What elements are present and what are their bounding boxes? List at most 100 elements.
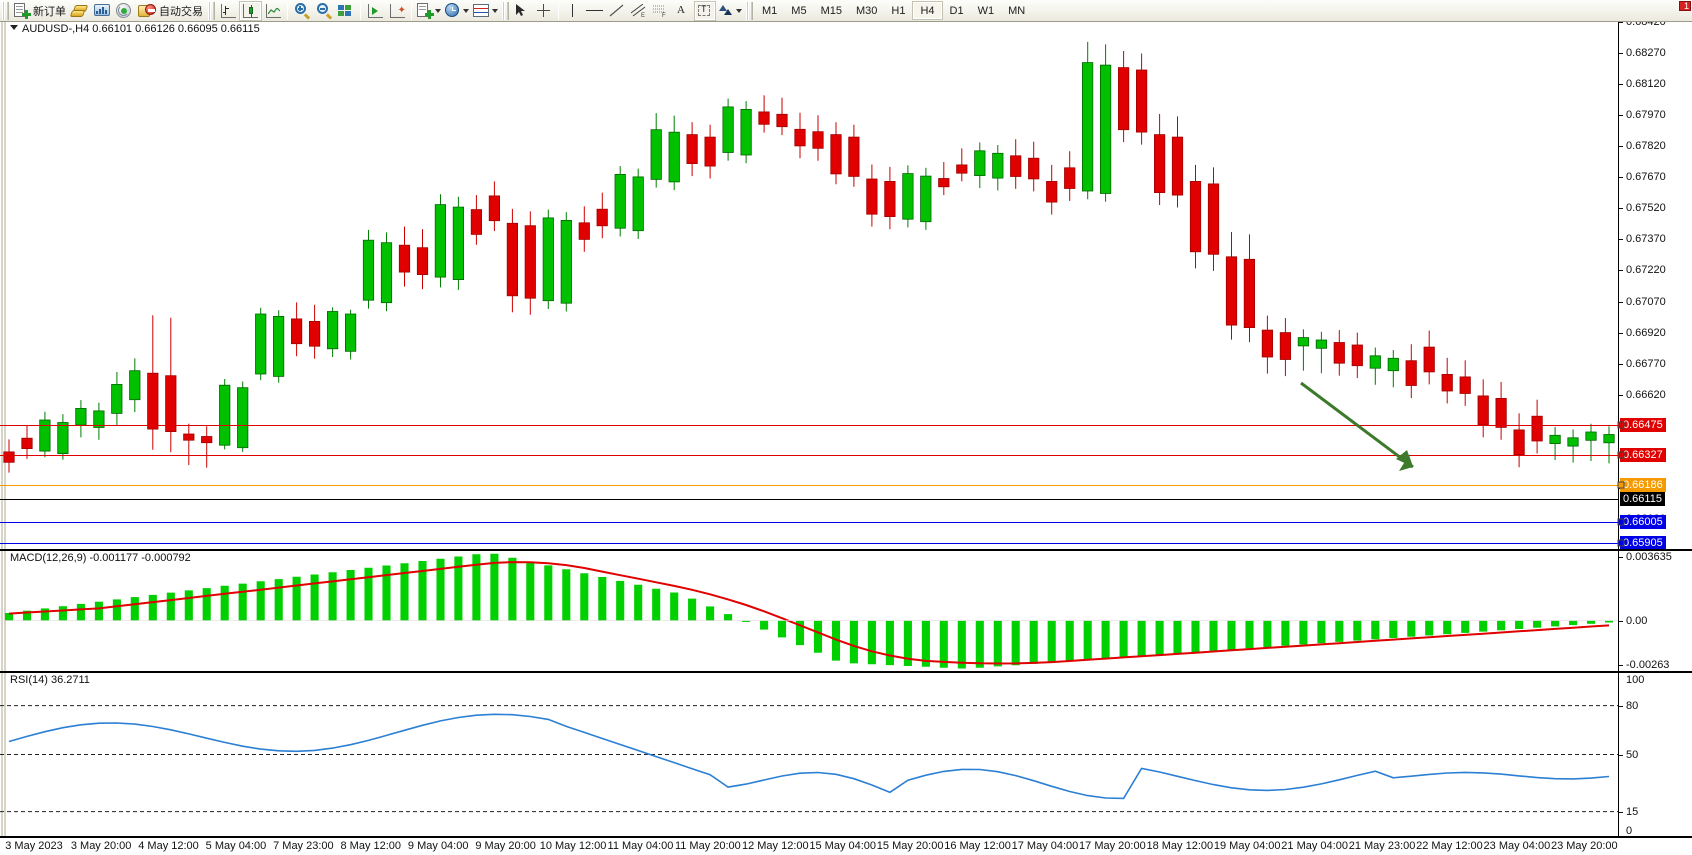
line-chart-button[interactable] xyxy=(262,1,284,21)
chart-menu-triangle-icon[interactable] xyxy=(10,25,18,30)
time-axis-label: 21 May 04:00 xyxy=(1281,840,1348,852)
indicator-add-button[interactable] xyxy=(415,1,443,21)
rsi-scale[interactable]: 100 80 50 15 0 xyxy=(1618,673,1692,836)
price-tag-support[interactable]: 0.66005 xyxy=(1620,515,1666,530)
rsi-label[interactable]: RSI(14) 36.2711 xyxy=(10,674,92,686)
time-axis-label: 17 May 04:00 xyxy=(1011,840,1079,852)
macd-tick xyxy=(1619,665,1623,666)
timeframe-d1-button[interactable]: D1 xyxy=(949,4,964,17)
timeframe-h4-button[interactable]: H4 xyxy=(912,1,943,20)
chart-symbol-label[interactable]: AUDUSD-,H4 0.66101 0.66126 0.66095 0.661… xyxy=(10,23,262,35)
zoom-out-button[interactable] xyxy=(313,1,335,21)
price-level-line-pivot[interactable] xyxy=(0,484,1618,486)
vertical-line-button[interactable] xyxy=(562,1,584,21)
grid-button[interactable] xyxy=(335,1,357,21)
zoom-out-icon xyxy=(316,3,332,20)
timeframe-m5-button[interactable]: M5 xyxy=(791,4,807,17)
timeframe-m15-button[interactable]: M15 xyxy=(820,4,842,17)
macd-pane[interactable]: MACD(12,26,9) -0.001177 -0.000792 0.0036… xyxy=(0,550,1692,672)
rsi-pane[interactable]: RSI(14) 36.2711 100 80 50 15 0 xyxy=(0,672,1692,837)
alert-badge[interactable] xyxy=(1679,1,1691,11)
time-axis[interactable]: 3 May 2023 3 May 20:00 4 May 12:00 5 May 04… xyxy=(0,837,1692,855)
chevron-down-icon-4[interactable] xyxy=(736,8,742,13)
bar-chart-button[interactable] xyxy=(217,1,239,21)
new-order-button[interactable]: 新订单 xyxy=(11,1,69,21)
autoscroll-button[interactable] xyxy=(364,1,386,21)
price-level-handle[interactable] xyxy=(1617,539,1625,547)
candlestick-chart-button[interactable] xyxy=(239,0,262,21)
template-button[interactable] xyxy=(471,1,500,21)
text-label-icon: T xyxy=(698,4,712,18)
time-axis-label: 8 May 12:00 xyxy=(340,840,402,852)
price-level-line-current-price[interactable] xyxy=(0,499,1618,501)
vertical-line-icon xyxy=(568,3,578,18)
period-button[interactable] xyxy=(443,1,471,21)
timeframe-w1-button[interactable]: W1 xyxy=(977,4,995,17)
toolbar-grip-3[interactable] xyxy=(502,1,509,20)
trend-arrow-annotation[interactable] xyxy=(1295,377,1455,487)
autotrade-icon xyxy=(138,3,156,18)
toolbar-grip-4[interactable] xyxy=(746,1,753,20)
crosshair-button[interactable] xyxy=(533,1,555,21)
pane-resize-rail[interactable] xyxy=(0,22,7,549)
text-button[interactable]: A xyxy=(672,1,694,21)
cursor-button[interactable] xyxy=(511,1,533,21)
timeframe-m30-button[interactable]: M30 xyxy=(855,4,878,17)
price-level-line-resistance[interactable] xyxy=(0,455,1618,457)
price-level-handle[interactable] xyxy=(1617,421,1625,429)
price-tag-support[interactable]: 0.65905 xyxy=(1620,535,1666,549)
horizontal-line-button[interactable] xyxy=(584,1,606,21)
signal-button[interactable] xyxy=(113,1,135,21)
price-level-handle[interactable] xyxy=(1617,481,1625,489)
zoom-in-button[interactable] xyxy=(291,1,313,21)
price-tag-current-price[interactable]: 0.66115 xyxy=(1620,492,1665,507)
price-tick-label: 0.67070 xyxy=(1626,295,1666,308)
equidistant-channel-button[interactable]: E xyxy=(628,1,650,21)
price-level-line-support[interactable] xyxy=(0,522,1618,524)
trendline-button[interactable] xyxy=(606,1,628,21)
timeframe-h1-button[interactable]: H1 xyxy=(891,4,906,17)
time-axis-label: 5 May 04:00 xyxy=(205,840,267,852)
text-icon: A xyxy=(677,3,685,16)
period-clock-icon xyxy=(445,3,461,18)
macd-scale[interactable]: 0.003635 0.00 -0.00263 xyxy=(1618,551,1692,671)
timeframe-m1-button[interactable]: M1 xyxy=(762,4,778,17)
price-tick xyxy=(1619,301,1623,303)
notification-indicator[interactable] xyxy=(1676,0,1692,11)
price-tag-resistance[interactable]: 0.66475 xyxy=(1620,417,1666,432)
price-level-handle[interactable] xyxy=(1617,451,1625,459)
macd-label[interactable]: MACD(12,26,9) -0.001177 -0.000792 xyxy=(10,552,193,564)
chevron-down-icon-3[interactable] xyxy=(492,8,498,13)
time-axis-label: 4 May 12:00 xyxy=(138,840,199,852)
macd-resize-rail[interactable] xyxy=(0,551,7,671)
macd-tick-label: -0.00263 xyxy=(1626,659,1670,671)
auto-trade-button[interactable]: 自动交易 xyxy=(135,1,206,21)
price-tick-label: 0.67520 xyxy=(1626,202,1666,215)
price-tick xyxy=(1619,208,1623,210)
gold-button[interactable] xyxy=(69,1,91,21)
terminal-button[interactable] xyxy=(91,1,113,21)
timeframe-mn-button[interactable]: MN xyxy=(1008,4,1026,17)
toolbar-grip[interactable] xyxy=(2,1,9,20)
price-scale[interactable]: 0.68420 0.68270 0.68120 0.67970 0.67820 0.676… xyxy=(1617,22,1692,549)
chevron-down-icon[interactable] xyxy=(435,8,441,13)
price-tag-resistance[interactable]: 0.66327 xyxy=(1620,448,1666,463)
time-axis-label: 16 May 12:00 xyxy=(944,840,1011,852)
chart-shift-button[interactable]: ✦ xyxy=(386,1,408,21)
price-pane[interactable]: AUDUSD-,H4 0.66101 0.66126 0.66095 0.661… xyxy=(0,22,1692,550)
price-tick xyxy=(1619,115,1623,117)
fibonacci-button[interactable]: F xyxy=(650,1,672,21)
price-level-line-support[interactable] xyxy=(0,542,1618,544)
horizontal-line-icon xyxy=(586,4,604,18)
arrows-button[interactable] xyxy=(716,1,744,21)
chart-area[interactable]: AUDUSD-,H4 0.66101 0.66126 0.66095 0.661… xyxy=(0,22,1692,855)
price-tag-pivot[interactable]: 0.66186 xyxy=(1620,477,1666,492)
price-level-line-resistance[interactable] xyxy=(0,424,1618,426)
toolbar-grip-2[interactable] xyxy=(208,1,215,20)
text-label-button[interactable]: T xyxy=(694,0,716,21)
chevron-down-icon-2[interactable] xyxy=(463,8,469,13)
macd-series xyxy=(0,553,1618,669)
price-level-handle[interactable] xyxy=(1617,518,1625,526)
price-tick-label: 0.67820 xyxy=(1626,140,1666,153)
